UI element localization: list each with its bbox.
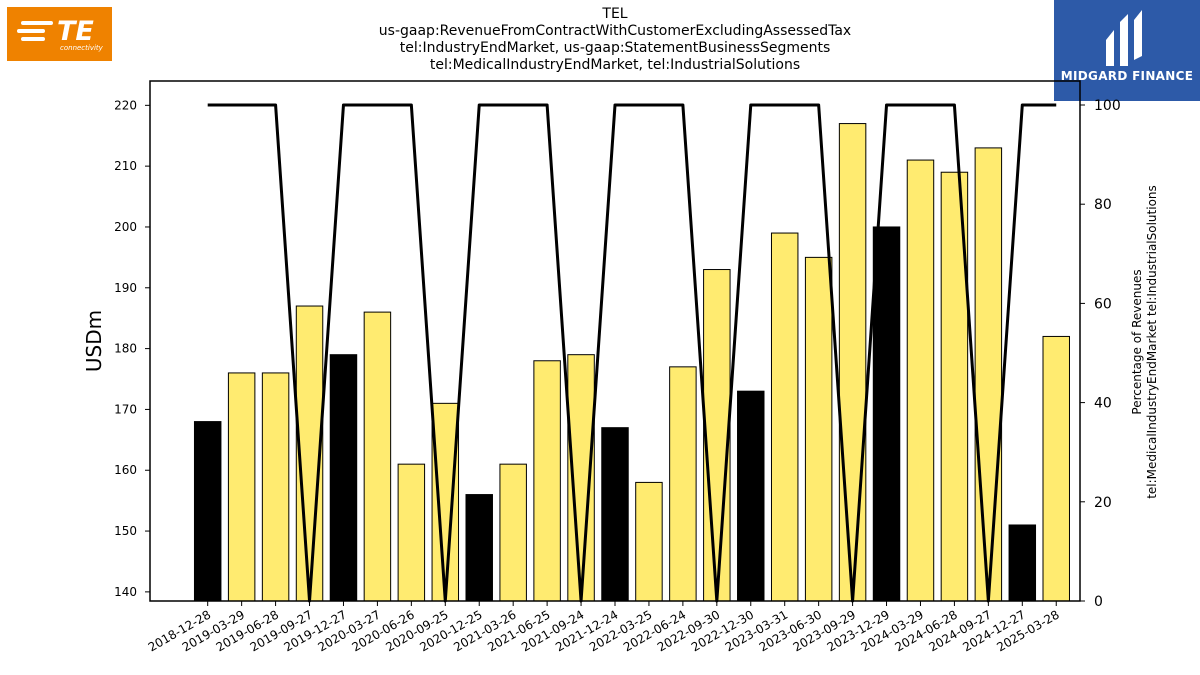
y2-tick-label: 0: [1094, 594, 1103, 610]
y-tick-label: 140: [114, 585, 137, 599]
bar: [499, 463, 527, 602]
y2-tick-label: 100: [1094, 98, 1121, 114]
percentage-line-series: [207, 103, 1057, 603]
bar: [872, 226, 901, 602]
bar: [431, 402, 460, 602]
te-logo-text: TE: [57, 16, 94, 47]
bar: [770, 232, 799, 602]
chart-title: TEL us-gaap:RevenueFromContractWithCusto…: [315, 6, 915, 74]
bar: [669, 366, 697, 602]
y-tick-label: 210: [114, 159, 137, 173]
midgard-logo-mark-icon: [1106, 10, 1142, 66]
bar: [906, 159, 935, 602]
bar: [227, 372, 256, 602]
te-connectivity-logo: TE connectivity: [7, 7, 112, 61]
y-tick-label: 220: [114, 98, 137, 112]
y-axis-label: USDm: [82, 310, 106, 372]
y-tick-label: 190: [114, 281, 137, 295]
y2-axis-label: Percentage of Revenues: [1130, 269, 1144, 414]
y2-tick-label: 20: [1094, 495, 1112, 511]
y-tick-label: 170: [114, 402, 137, 416]
y-tick-label: 180: [114, 342, 137, 356]
bar: [465, 494, 493, 602]
bar-series: [193, 123, 1070, 602]
bar: [838, 123, 867, 602]
te-logo-subtext: connectivity: [60, 44, 103, 52]
midgard-logo-text: MIDGARD FINANCE: [1060, 69, 1194, 83]
bar: [193, 421, 222, 602]
bar: [329, 354, 358, 602]
bar: [737, 390, 765, 602]
bar: [533, 360, 561, 602]
chart-title-line: tel:IndustryEndMarket, us-gaap:Statement…: [399, 40, 831, 56]
te-logo-stripes-icon: [17, 21, 53, 41]
bar: [363, 311, 392, 602]
bar: [261, 372, 290, 602]
bar: [397, 463, 426, 602]
y2-tick-label: 80: [1094, 197, 1112, 213]
bar: [1008, 524, 1037, 602]
bar: [601, 427, 629, 602]
percentage-line: [207, 103, 1057, 603]
bar: [804, 256, 833, 602]
y2-tick-label: 60: [1094, 296, 1112, 312]
y2-axis-label: tel:MedicalIndustryEndMarket tel:Industr…: [1145, 185, 1159, 499]
bar: [1042, 335, 1070, 602]
y-tick-label: 150: [114, 524, 137, 538]
y-tick-label: 200: [114, 220, 137, 234]
chart-title-line: us-gaap:RevenueFromContractWithCustomerE…: [378, 23, 852, 39]
y2-tick-label: 40: [1094, 396, 1112, 412]
chart-title-line: tel:MedicalIndustryEndMarket, tel:Indust…: [429, 57, 801, 73]
midgard-finance-logo: MIDGARD FINANCE: [1054, 0, 1200, 101]
bar: [703, 269, 731, 602]
bar: [635, 481, 663, 602]
y-tick-label: 160: [114, 463, 137, 477]
chart-title-line: TEL: [602, 6, 628, 22]
bar: [974, 147, 1003, 602]
